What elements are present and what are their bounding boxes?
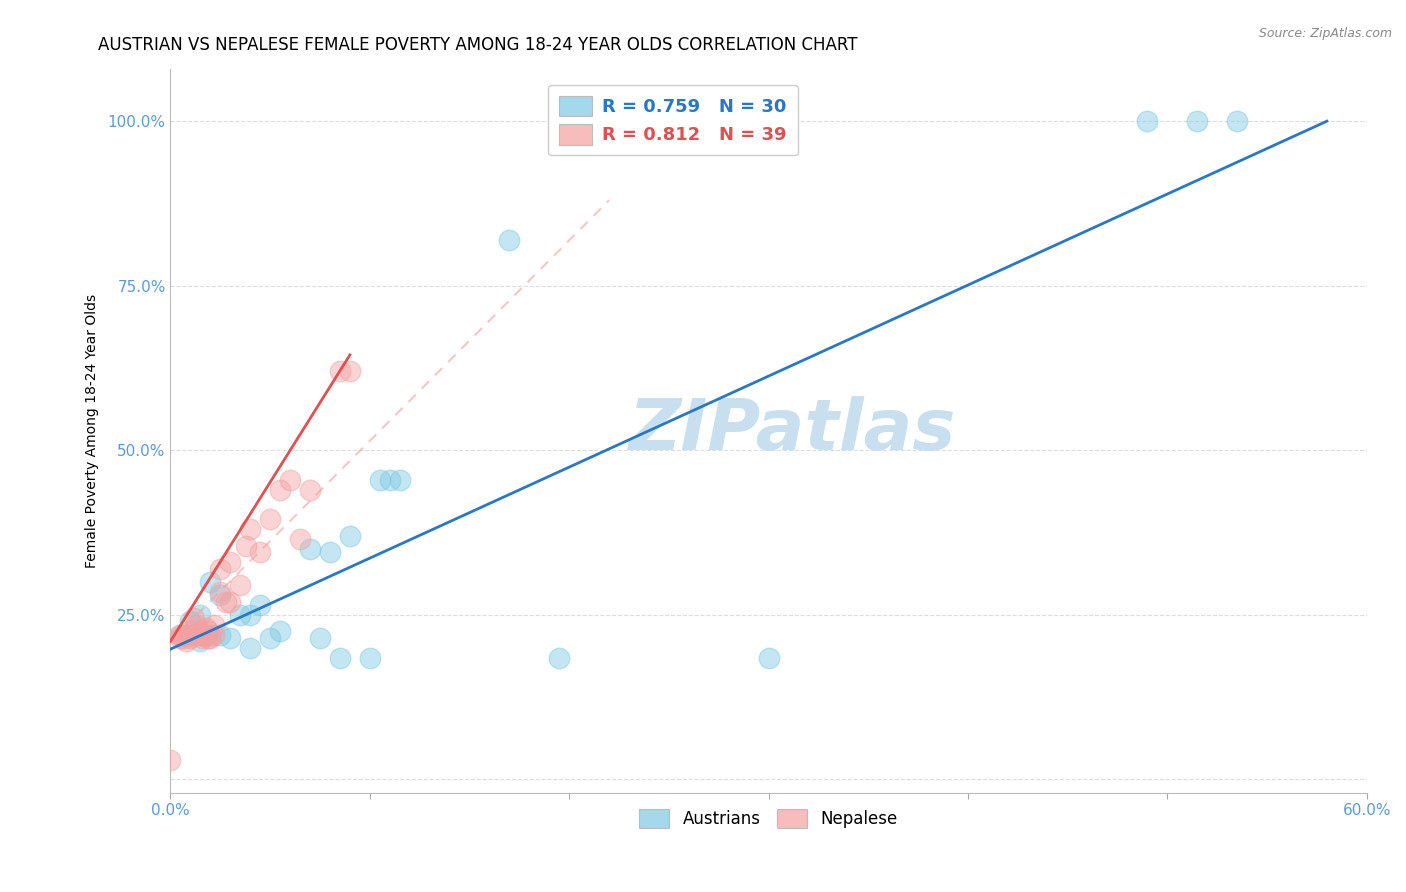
Point: [239, 607, 262, 622]
Point: [758, 650, 780, 665]
Point: [190, 628, 212, 642]
Point: [190, 634, 212, 648]
Point: [191, 631, 214, 645]
Point: [179, 631, 201, 645]
Y-axis label: Female Poverty Among 18-24 Year Olds: Female Poverty Among 18-24 Year Olds: [86, 293, 100, 567]
Text: AUSTRIAN VS NEPALESE FEMALE POVERTY AMONG 18-24 YEAR OLDS CORRELATION CHART: AUSTRIAN VS NEPALESE FEMALE POVERTY AMON…: [98, 36, 858, 54]
Point: [498, 233, 520, 247]
Point: [339, 529, 361, 543]
Point: [209, 585, 232, 599]
Point: [183, 611, 205, 625]
Point: [319, 545, 342, 559]
Point: [388, 473, 411, 487]
Point: [169, 631, 191, 645]
Point: [183, 628, 205, 642]
Text: ZIPatlas: ZIPatlas: [628, 396, 956, 465]
Point: [309, 631, 332, 645]
Point: [239, 522, 262, 536]
Point: [186, 617, 208, 632]
Point: [159, 753, 181, 767]
Point: [219, 595, 242, 609]
Point: [176, 628, 198, 642]
Point: [1136, 114, 1159, 128]
Point: [209, 628, 232, 642]
Text: Source: ZipAtlas.com: Source: ZipAtlas.com: [1258, 27, 1392, 40]
Point: [200, 574, 222, 589]
Point: [368, 473, 391, 487]
Point: [249, 598, 271, 612]
Point: [191, 628, 214, 642]
Point: [173, 631, 195, 645]
Point: [235, 539, 257, 553]
Point: [202, 628, 225, 642]
Point: [299, 542, 322, 557]
Point: [202, 617, 225, 632]
Point: [299, 483, 322, 497]
Point: [269, 483, 291, 497]
Point: [239, 640, 262, 655]
Point: [179, 615, 201, 629]
Point: [197, 624, 219, 639]
Point: [329, 364, 352, 378]
Point: [176, 634, 198, 648]
Legend: Austrians, Nepalese: Austrians, Nepalese: [633, 803, 904, 835]
Point: [229, 578, 252, 592]
Point: [195, 628, 218, 642]
Point: [209, 562, 232, 576]
Point: [190, 607, 212, 622]
Point: [1226, 114, 1249, 128]
Point: [229, 607, 252, 622]
Point: [359, 650, 381, 665]
Point: [186, 628, 208, 642]
Point: [329, 650, 352, 665]
Point: [200, 631, 222, 645]
Point: [278, 473, 301, 487]
Point: [259, 631, 281, 645]
Point: [169, 628, 191, 642]
Point: [190, 624, 212, 639]
Point: [259, 512, 281, 526]
Point: [169, 628, 191, 642]
Point: [269, 624, 291, 639]
Point: [219, 631, 242, 645]
Point: [1187, 114, 1209, 128]
Point: [179, 624, 201, 639]
Point: [200, 628, 222, 642]
Point: [197, 631, 219, 645]
Point: [215, 595, 238, 609]
Point: [209, 588, 232, 602]
Point: [249, 545, 271, 559]
Point: [288, 532, 311, 546]
Point: [195, 621, 218, 635]
Point: [219, 555, 242, 569]
Point: [339, 364, 361, 378]
Point: [378, 473, 401, 487]
Point: [548, 650, 571, 665]
